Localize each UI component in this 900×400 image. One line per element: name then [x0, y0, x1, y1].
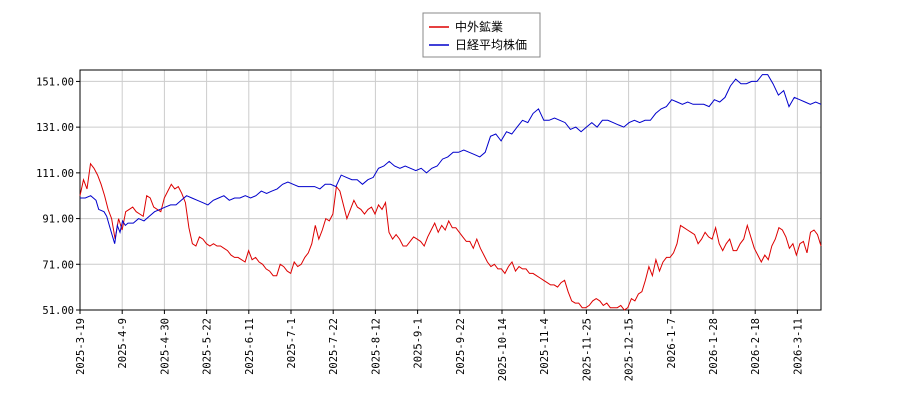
x-tick-label: 2025-9-1	[413, 318, 425, 369]
x-tick-label: 2026-2-18	[750, 318, 762, 375]
x-tick-label: 2025-9-22	[455, 318, 467, 375]
y-tick-label: 71.00	[42, 259, 74, 271]
x-tick-label: 2025-10-14	[497, 318, 509, 381]
legend-label-1: 日経平均株価	[455, 37, 527, 52]
x-axis-ticks: 2025-3-19 2025-4-9 2025-4-30 2025-5-22 2025-…	[75, 310, 804, 381]
plot-frame	[79, 69, 822, 311]
x-tick-label: 2025-7-22	[328, 318, 340, 375]
y-tick-label: 151.00	[36, 76, 74, 88]
series-line-0	[79, 162, 822, 311]
y-tick-label: 111.00	[36, 168, 74, 180]
x-tick-label: 2025-11-4	[539, 318, 551, 375]
legend: 中外鉱業 日経平均株価	[422, 12, 541, 58]
series-layer	[79, 74, 822, 311]
legend-label-0: 中外鉱業	[455, 19, 503, 34]
x-tick-label: 2025-11-25	[581, 318, 593, 381]
x-tick-label: 2025-5-22	[202, 318, 214, 375]
x-tick-label: 2025-8-12	[370, 318, 382, 375]
y-tick-label: 131.00	[36, 122, 74, 134]
series-line-1	[80, 74, 822, 244]
x-tick-label: 2025-4-9	[117, 318, 129, 369]
y-tick-label: 91.00	[42, 214, 74, 226]
x-tick-label: 2025-4-30	[159, 318, 171, 375]
x-tick-label: 2026-1-28	[708, 318, 720, 375]
grid-lines	[79, 70, 821, 311]
x-tick-label: 2026-1-7	[666, 318, 678, 369]
y-axis-ticks: 51.00 71.00 91.00 111.00 131.00 151.00	[36, 76, 80, 317]
x-tick-label: 2025-7-1	[286, 318, 298, 369]
legend-box	[422, 12, 541, 58]
x-tick-label: 2026-3-11	[792, 318, 804, 375]
x-tick-label: 2025-12-15	[624, 318, 636, 381]
y-tick-label: 51.00	[42, 305, 74, 317]
x-tick-label: 2025-6-11	[244, 318, 256, 375]
x-tick-label: 2025-3-19	[75, 318, 87, 375]
